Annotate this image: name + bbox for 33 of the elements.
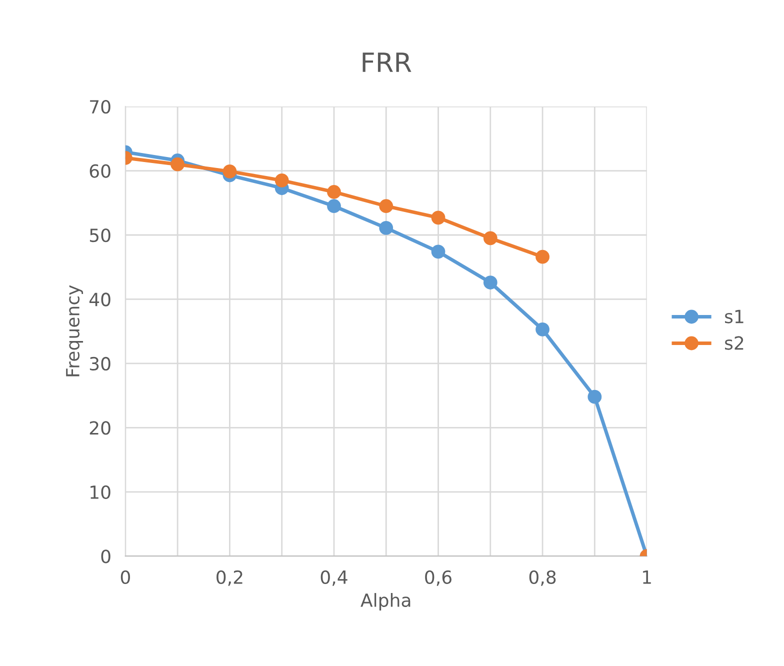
y-tick-label: 50 — [90, 228, 110, 242]
y-tick-label: 20 — [90, 421, 110, 435]
x-tick-label: 0,8 — [529, 570, 556, 586]
y-tick-label: 0 — [101, 550, 110, 564]
y-axis-title: Frequency — [66, 285, 84, 376]
point — [274, 173, 289, 188]
point — [379, 220, 394, 235]
legend-label: s1 — [725, 310, 744, 324]
point — [327, 199, 341, 214]
x-tick-label: 1 — [643, 570, 651, 584]
y-tick-label: 70 — [90, 100, 110, 114]
point — [222, 164, 237, 178]
point — [431, 244, 446, 259]
x-axis-title: Alpha — [360, 593, 410, 611]
y-tick-label: 30 — [90, 356, 110, 371]
point — [588, 390, 602, 404]
chart-title: FRR — [362, 52, 412, 72]
point — [327, 185, 341, 199]
point — [483, 231, 498, 246]
x-tick-label: 0,2 — [216, 570, 242, 586]
point — [170, 157, 185, 172]
point — [483, 276, 498, 290]
x-tick-label: 0 — [120, 570, 130, 584]
x-tick-label: 0,4 — [320, 570, 348, 586]
point — [536, 322, 550, 336]
y-tick-label: 10 — [90, 485, 110, 500]
x-tick-label: 0,6 — [425, 570, 452, 586]
point — [379, 199, 394, 214]
y-tick-label: 40 — [89, 292, 110, 306]
point — [431, 210, 446, 225]
y-tick-label: 60 — [90, 164, 110, 178]
legend-label: s2 — [725, 336, 744, 350]
point — [536, 250, 550, 264]
